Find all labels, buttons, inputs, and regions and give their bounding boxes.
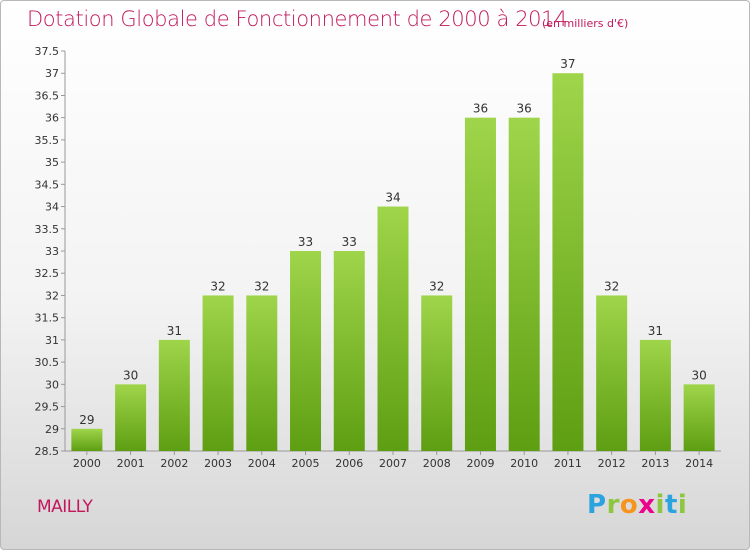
x-tick-label-2000: 2000 [73,457,101,470]
logo-letter: x [638,490,656,520]
logo-letter: r [606,490,620,520]
x-tick-label-2005: 2005 [292,457,320,470]
chart-subtitle: (en milliers d'€) [542,17,629,30]
y-axis-ticks: 28.5 29 29.5 30 30.5 31 31.5 32 32.5 33 33.5 34 34.5… [35,45,65,458]
x-tick-label-2008: 2008 [423,457,451,470]
y-tick-label: 34.5 [35,178,60,191]
y-tick-label: 35 [45,156,59,169]
y-tick-label: 30 [45,378,59,391]
y-tick-label: 33 [45,245,59,258]
y-tick-label: 31 [45,334,59,347]
data-label-2013: 31 [648,324,663,338]
x-tick-label-2004: 2004 [248,457,276,470]
x-tick-label-2011: 2011 [554,457,582,470]
chart-title: Dotation Globale de Fonctionnement de 20… [27,7,568,31]
data-label-2014: 30 [691,368,706,382]
bar-2007 [377,206,409,451]
x-tick-label-2003: 2003 [204,457,232,470]
logo-letter: i [677,490,688,520]
x-tick-label-2009: 2009 [466,457,494,470]
x-tick-label-2013: 2013 [641,457,669,470]
bar-2003 [202,295,234,451]
logo-letter: t [664,490,678,520]
x-tick-label-2007: 2007 [379,457,407,470]
commune-name: MAILLY [37,497,93,517]
bar-2014 [683,384,715,451]
y-tick-label: 33.5 [35,223,60,236]
bar-2002 [158,339,190,451]
bar-2001 [115,384,147,451]
bar-2006 [333,251,365,451]
y-tick-label: 37 [45,67,59,80]
y-tick-label: 35.5 [35,134,60,147]
x-tick-label-2012: 2012 [598,457,626,470]
data-label-2001: 30 [123,368,138,382]
x-tick-label-2014: 2014 [685,457,713,470]
bar-2004 [246,295,278,451]
data-label-2011: 37 [560,57,575,71]
bar-2010 [508,117,540,452]
y-tick-label: 32 [45,289,59,302]
logo-letter: P [587,490,607,520]
proxiti-logo: Proxiti [587,490,687,520]
data-label-2009: 36 [473,102,488,116]
x-tick-label-2006: 2006 [335,457,363,470]
bar-2012 [596,295,628,451]
data-label-2008: 32 [429,279,444,293]
y-tick-label: 34 [45,201,59,214]
y-tick-label: 28.5 [35,445,60,458]
x-tick-label-2010: 2010 [510,457,538,470]
y-tick-label: 31.5 [35,312,60,325]
bar-2008 [421,295,453,451]
data-label-2010: 36 [517,102,532,116]
bar-2011 [552,73,584,451]
bars [71,73,715,452]
data-label-2006: 33 [342,235,357,249]
data-label-2007: 34 [385,191,400,205]
x-axis-ticks: 2000 2001 2002 2003 2004 2005 2006 2007 2008 2009… [73,451,713,470]
data-label-2012: 32 [604,279,619,293]
x-tick-label-2002: 2002 [160,457,188,470]
data-label-2004: 32 [254,279,269,293]
y-tick-label: 37.5 [35,45,60,58]
data-label-2005: 33 [298,235,313,249]
y-tick-label: 36 [45,112,59,125]
data-label-2003: 32 [210,279,225,293]
y-tick-label: 36.5 [35,89,60,102]
y-tick-label: 32.5 [35,267,60,280]
y-tick-label: 29 [45,423,59,436]
y-tick-label: 30.5 [35,356,60,369]
bar-2013 [639,339,671,451]
y-tick-label: 29.5 [35,401,60,414]
bar-2009 [464,117,496,452]
logo-letter: i [655,490,665,520]
data-label-2000: 29 [79,413,94,427]
bar-2000 [71,428,103,451]
data-labels: 29 30 31 32 32 33 33 34 32 36 36 37 32 31 30 [79,57,707,427]
bar-2005 [290,251,322,451]
data-label-2002: 31 [167,324,182,338]
x-tick-label-2001: 2001 [117,457,145,470]
logo-letter: o [619,490,639,520]
